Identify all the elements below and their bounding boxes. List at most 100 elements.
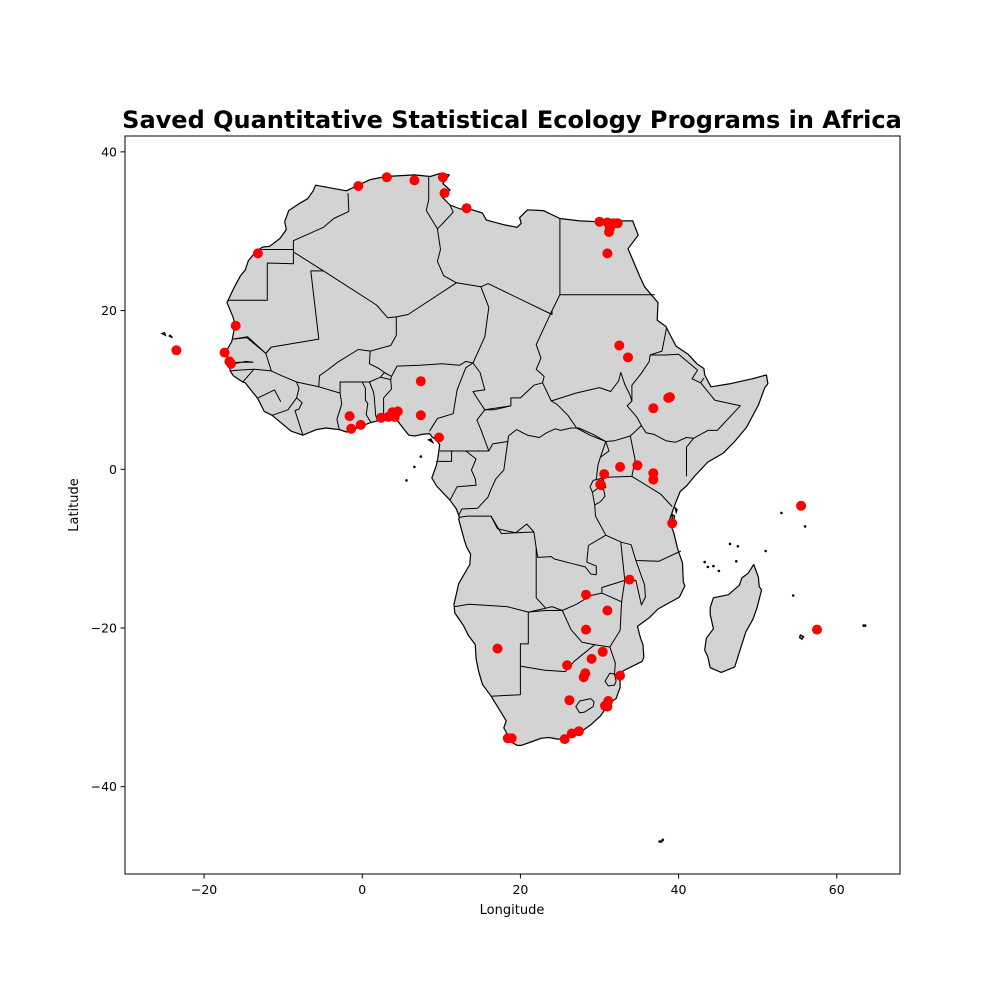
- x-tick-label: 0: [358, 882, 366, 897]
- program-point: [796, 500, 807, 511]
- y-tick-label: −20: [91, 621, 117, 636]
- country-border: [650, 353, 698, 371]
- country-border: [339, 372, 385, 394]
- program-point: [603, 696, 614, 706]
- country-border: [507, 427, 607, 458]
- program-point: [226, 358, 236, 369]
- country-border: [233, 336, 272, 354]
- program-point: [581, 624, 591, 635]
- program-point: [381, 172, 392, 183]
- country-border: [691, 369, 705, 384]
- islet-mark: [863, 624, 867, 627]
- country-border: [257, 389, 282, 403]
- islet-mark: [413, 465, 416, 469]
- country-border: [640, 382, 741, 443]
- program-point: [615, 670, 626, 681]
- country-border: [562, 592, 623, 648]
- x-tick-label: 60: [829, 882, 845, 897]
- program-point: [434, 432, 444, 443]
- program-point: [597, 646, 608, 657]
- country-border: [491, 612, 529, 697]
- country-border: [575, 698, 595, 714]
- program-point: [252, 248, 263, 259]
- program-point: [612, 218, 623, 229]
- program-point: [573, 726, 584, 737]
- program-point: [437, 172, 448, 183]
- country-border: [604, 672, 617, 687]
- islet-mark: [736, 545, 740, 548]
- program-point: [648, 403, 659, 414]
- program-point: [596, 480, 607, 491]
- program-point: [632, 460, 643, 471]
- madagascar-landmass: [704, 563, 763, 673]
- country-border: [292, 193, 350, 252]
- program-point: [623, 352, 633, 363]
- program-point: [648, 474, 659, 485]
- program-point: [439, 188, 450, 199]
- program-point: [506, 733, 517, 744]
- island-shape: [427, 438, 435, 445]
- program-point: [171, 345, 182, 356]
- islet-mark: [764, 549, 767, 553]
- country-border: [271, 370, 300, 416]
- y-tick-label: 0: [109, 462, 117, 477]
- program-point: [219, 347, 230, 358]
- program-point: [586, 653, 597, 664]
- program-point: [353, 181, 364, 191]
- country-border: [476, 409, 508, 452]
- program-point: [667, 518, 678, 529]
- country-border: [318, 349, 371, 387]
- country-border: [520, 644, 596, 673]
- y-axis: −40 −20 0 20 40: [91, 144, 125, 794]
- country-border: [323, 176, 457, 319]
- country-border: [551, 372, 633, 402]
- program-point: [409, 175, 420, 186]
- country-border: [390, 376, 392, 380]
- islet-mark: [658, 840, 661, 843]
- program-point: [602, 605, 613, 616]
- program-point: [392, 406, 403, 417]
- islet-mark: [703, 560, 706, 564]
- country-border: [449, 450, 477, 501]
- islet-mark: [735, 560, 738, 563]
- islet-mark: [706, 565, 710, 569]
- country-border: [589, 479, 597, 493]
- islet-mark: [661, 838, 665, 842]
- islet-mark: [803, 525, 807, 528]
- program-point: [602, 248, 613, 259]
- y-axis-label: Latitude: [67, 478, 82, 532]
- x-tick-label: 20: [512, 882, 528, 897]
- program-point: [461, 203, 472, 214]
- program-point: [581, 589, 591, 600]
- island-shape: [160, 331, 167, 337]
- y-tick-label: 40: [101, 144, 117, 159]
- country-border: [227, 251, 294, 301]
- x-tick-label: −20: [191, 882, 217, 897]
- country-border: [484, 405, 512, 411]
- program-point: [564, 695, 575, 706]
- program-points: [171, 172, 822, 745]
- country-border: [380, 376, 392, 420]
- program-point: [615, 461, 626, 472]
- x-axis-label: Longitude: [480, 903, 545, 918]
- islet-mark: [728, 542, 732, 546]
- program-point: [599, 469, 610, 480]
- program-point: [415, 410, 426, 421]
- program-point: [492, 643, 503, 654]
- program-point: [415, 376, 426, 387]
- program-point: [562, 660, 573, 671]
- island-shape: [798, 634, 805, 641]
- program-point: [812, 624, 822, 635]
- program-point: [346, 423, 357, 434]
- country-border: [230, 368, 254, 372]
- country-border: [601, 542, 626, 594]
- islet-mark: [791, 594, 795, 597]
- country-border: [472, 310, 553, 411]
- island-shape: [168, 334, 173, 339]
- program-point: [604, 227, 614, 237]
- program-point: [614, 340, 625, 351]
- country-border: [621, 580, 626, 602]
- country-border: [429, 362, 474, 432]
- country-border: [233, 251, 324, 354]
